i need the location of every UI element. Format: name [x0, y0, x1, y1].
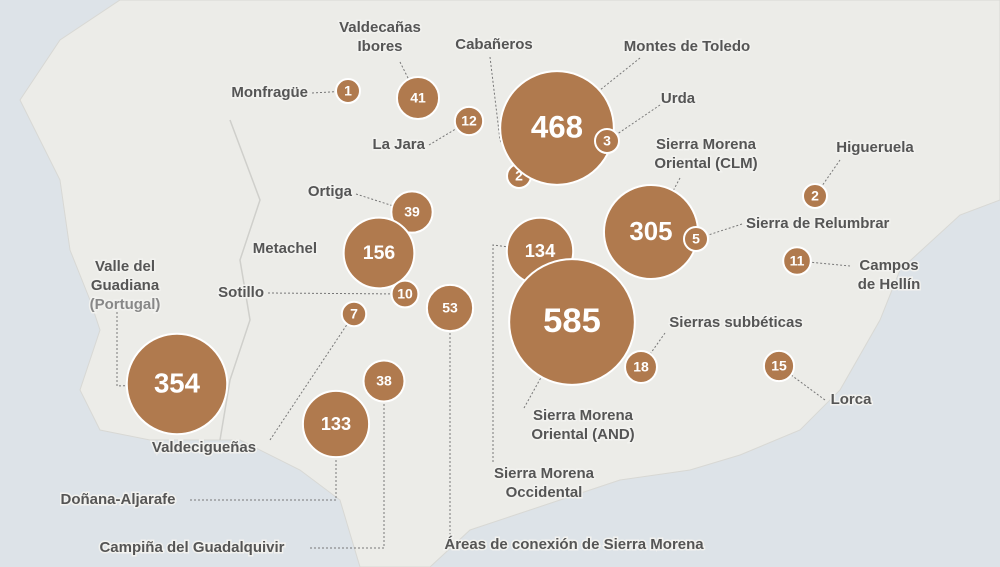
- area-label: Ibores: [357, 38, 402, 55]
- leader-line: [310, 381, 385, 549]
- area-label: Campiña del Guadalquivir: [99, 539, 284, 556]
- bubble-value: 133: [321, 414, 351, 434]
- bubble-value: 134: [525, 240, 556, 261]
- area-label: Sierra Morena: [494, 465, 595, 482]
- bubble: [390, 190, 434, 234]
- area-label: Áreas de conexión de Sierra Morena: [444, 536, 704, 553]
- bubble: [762, 349, 796, 383]
- bubble: [624, 350, 658, 384]
- area-label: Lorca: [831, 391, 873, 408]
- area-label: Valdecigueñas: [152, 439, 256, 456]
- leader-line: [778, 365, 826, 401]
- leader-line: [640, 332, 666, 368]
- bubble-value: 41: [410, 90, 426, 106]
- bubble: [342, 216, 416, 290]
- bubble: [499, 70, 615, 186]
- bubble-value: 2: [811, 188, 819, 204]
- bubble-value: 585: [543, 302, 601, 340]
- bubble: [453, 105, 485, 137]
- bubble-value: 18: [633, 359, 649, 375]
- bubble: [594, 128, 620, 154]
- area-label: Urda: [661, 90, 696, 107]
- area-label: Cabañeros: [455, 36, 533, 53]
- land: [19, 0, 1000, 567]
- bubble-value: 156: [363, 242, 396, 264]
- bubble-value: 12: [461, 113, 477, 129]
- area-label: Oriental (CLM): [654, 155, 757, 172]
- area-label: (Portugal): [90, 296, 161, 313]
- area-label: Sierra Morena: [533, 407, 634, 424]
- bubble: [683, 226, 709, 252]
- bubble: [125, 332, 229, 436]
- area-label: de Hellín: [858, 276, 921, 293]
- bubble: [335, 78, 361, 104]
- area-label: Sierra de Relumbrar: [746, 215, 890, 232]
- area-label: Sotillo: [218, 284, 264, 301]
- bubble: [340, 300, 368, 328]
- leader-line: [267, 292, 406, 295]
- leader-line: [269, 313, 355, 441]
- area-label: Valle del: [95, 258, 155, 275]
- bubble-value: 2: [515, 168, 523, 184]
- area-label: Doñana-Aljarafe: [60, 491, 175, 508]
- bubble-value: 5: [692, 231, 700, 247]
- bubble: [782, 246, 812, 276]
- area-label: Sierras subbéticas: [669, 314, 802, 331]
- bubble-value: 3: [603, 133, 611, 149]
- bubble: [362, 359, 406, 403]
- bubble-value: 10: [397, 286, 413, 302]
- bubble: [802, 183, 828, 209]
- bubble-value: 354: [154, 367, 201, 398]
- bubble: [390, 279, 420, 309]
- bubble-value: 305: [629, 218, 672, 246]
- area-label: Montes de Toledo: [624, 38, 750, 55]
- bubble-value: 1: [344, 83, 352, 99]
- area-label: Metachel: [253, 240, 317, 257]
- bubble: [301, 389, 371, 459]
- area-label: Sierra Morena: [656, 136, 757, 153]
- leader-line: [116, 312, 178, 387]
- area-label: Monfragüe: [231, 84, 308, 101]
- bubble-value: 39: [404, 204, 420, 220]
- area-label: Higueruela: [836, 139, 914, 156]
- area-label: Occidental: [506, 484, 583, 501]
- bubble-value: 7: [350, 306, 358, 322]
- bubble-value: 15: [771, 358, 787, 374]
- bubble-value: 468: [531, 109, 583, 144]
- border: [219, 119, 261, 441]
- bubble-value: 38: [376, 373, 392, 389]
- bubble: [395, 75, 441, 121]
- bubble-value: 11: [790, 253, 805, 269]
- area-label: Campos: [859, 257, 918, 274]
- area-label: Valdecañas: [339, 19, 421, 36]
- bubble: [508, 258, 636, 386]
- area-label: Oriental (AND): [531, 426, 634, 443]
- bubble-value: 53: [442, 300, 458, 316]
- area-label: Guadiana: [91, 277, 160, 294]
- bubble: [425, 283, 475, 333]
- area-label: Ortiga: [308, 183, 353, 200]
- area-label: La Jara: [372, 136, 425, 153]
